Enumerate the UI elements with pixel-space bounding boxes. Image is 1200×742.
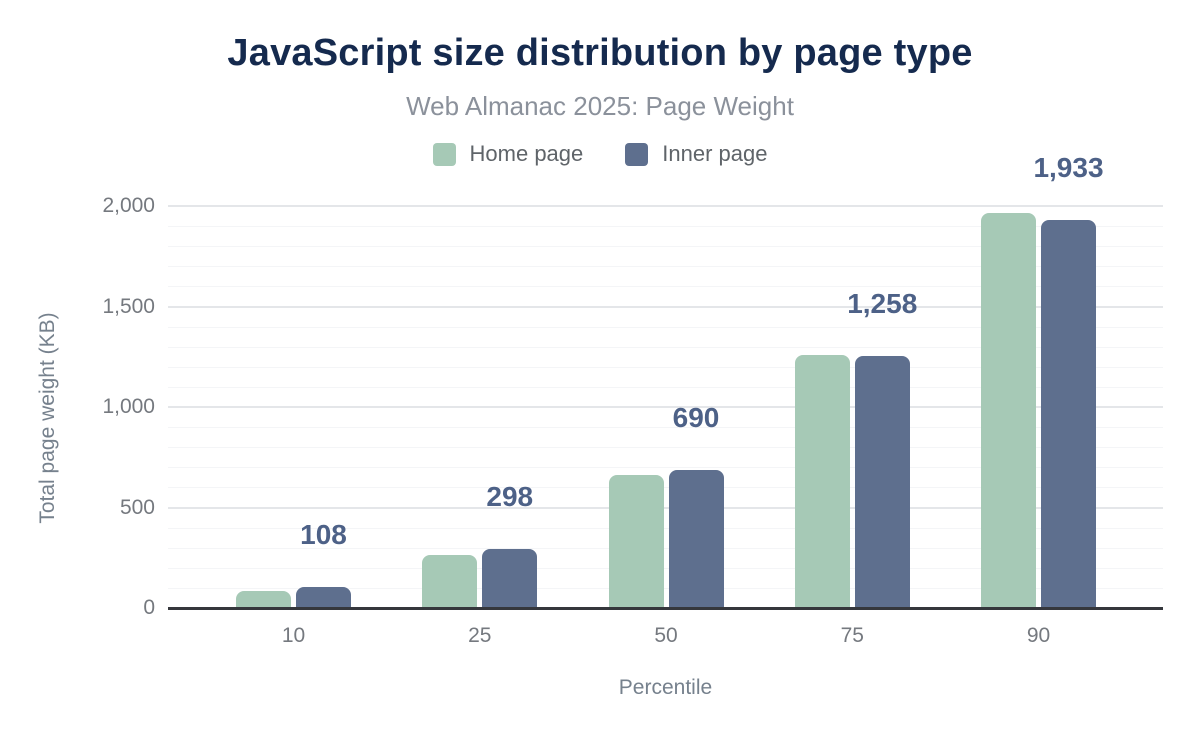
minor-gridline bbox=[168, 467, 1163, 469]
minor-gridline bbox=[168, 286, 1163, 288]
minor-gridline bbox=[168, 386, 1163, 388]
y-tick-label: 0 bbox=[143, 596, 155, 619]
bar-inner-page[interactable] bbox=[482, 549, 538, 609]
plot-area: 108 10 298 25 690 50 1,258 75 1,933 90 bbox=[168, 152, 1163, 647]
bar-home-page[interactable] bbox=[236, 591, 291, 609]
x-axis-line bbox=[168, 607, 1163, 610]
chart-subtitle: Web Almanac 2025: Page Weight bbox=[406, 91, 794, 121]
value-label: 108 bbox=[300, 519, 347, 551]
x-tick-label: 50 bbox=[654, 624, 678, 647]
x-tick-label: 10 bbox=[281, 624, 306, 647]
y-tick-label: 1,500 bbox=[102, 294, 155, 318]
value-label: 298 bbox=[486, 481, 534, 513]
minor-gridline bbox=[168, 346, 1163, 348]
minor-gridline bbox=[168, 226, 1163, 228]
bar-inner-page[interactable] bbox=[854, 356, 910, 609]
minor-gridline bbox=[168, 527, 1163, 529]
bar-home-page[interactable] bbox=[981, 213, 1036, 609]
minor-gridline bbox=[168, 487, 1163, 489]
bar-inner-page[interactable] bbox=[296, 587, 351, 609]
minor-gridline bbox=[168, 427, 1163, 429]
value-label: 1,933 bbox=[1033, 152, 1104, 184]
y-tick-label: 1,000 bbox=[102, 395, 155, 418]
y-axis-ticks: 0 500 1,000 1,500 2,000 bbox=[0, 194, 155, 619]
bar-inner-page[interactable] bbox=[1041, 220, 1096, 609]
minor-gridline bbox=[168, 366, 1163, 368]
y-tick-label: 500 bbox=[119, 495, 155, 519]
chart-title: JavaScript size distribution by page typ… bbox=[227, 32, 973, 74]
value-label: 1,258 bbox=[847, 288, 918, 320]
legend-item-inner-page[interactable]: Inner page bbox=[625, 141, 767, 167]
legend-label-inner-page: Inner page bbox=[662, 141, 768, 166]
home-page-swatch bbox=[432, 142, 456, 166]
minor-gridline bbox=[168, 587, 1163, 589]
minor-gridline bbox=[168, 567, 1163, 569]
y-tick-label: 2,000 bbox=[102, 194, 155, 217]
minor-gridline bbox=[168, 447, 1163, 449]
minor-gridline bbox=[168, 326, 1163, 328]
major-gridline bbox=[168, 205, 1163, 207]
bar-home-page[interactable] bbox=[422, 555, 478, 609]
x-tick-label: 25 bbox=[468, 624, 492, 647]
inner-page-swatch bbox=[625, 142, 649, 166]
x-tick-label: 75 bbox=[840, 624, 864, 647]
major-gridline bbox=[168, 305, 1163, 308]
legend: Home page Inner page bbox=[0, 141, 1200, 167]
bar-home-page[interactable] bbox=[608, 475, 664, 609]
legend-item-home-page[interactable]: Home page bbox=[432, 141, 584, 167]
bar-inner-page[interactable] bbox=[668, 470, 724, 609]
minor-gridline bbox=[168, 266, 1163, 268]
minor-gridline bbox=[168, 547, 1163, 549]
bar-home-page[interactable] bbox=[794, 355, 850, 609]
major-gridline bbox=[168, 406, 1163, 408]
value-label: 690 bbox=[672, 402, 720, 434]
x-tick-label: 90 bbox=[1026, 624, 1051, 647]
legend-label-home-page: Home page bbox=[469, 141, 584, 166]
minor-gridline bbox=[168, 246, 1163, 248]
major-gridline bbox=[168, 506, 1163, 509]
x-axis-title: Percentile bbox=[618, 676, 713, 699]
